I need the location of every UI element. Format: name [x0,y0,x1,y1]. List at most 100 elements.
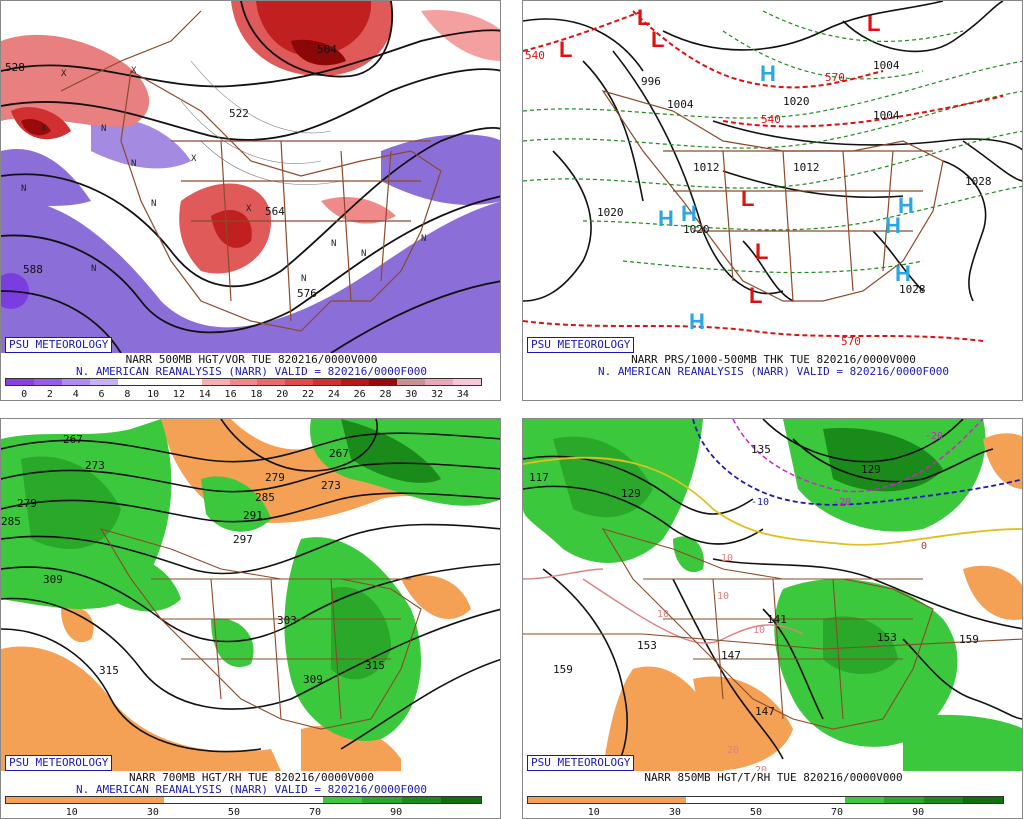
colorbar-swatch [646,797,687,803]
contour-label: 564 [265,205,285,218]
panel-500mb-vorticity: N N N N N N N N N X X X X X 528 588 504 522 564 5… [0,0,501,401]
svg-text:X: X [246,204,252,214]
low-pressure-marker: L [741,186,754,211]
colorbar-tick-label: 12 [172,389,185,400]
colorbar-tick-label: 20 [276,389,289,400]
low-pressure-marker: L [637,5,650,30]
colorbar-swatch [229,379,258,385]
isobar-label: 1012 [793,161,820,174]
thickness-label: 540 [525,49,545,62]
colorbar-swatch [686,797,726,803]
panel-subcaption: N. AMERICAN REANALYSIS (NARR) VALID = 82… [598,365,949,378]
vorticity-colorbar [5,378,482,386]
colorbar-tick-label: 70 [309,807,322,818]
colorbar-tick-label: 90 [912,807,925,818]
contour-label: 273 [85,459,105,472]
colorbar-tick-label: 2 [46,389,53,400]
colorbar-swatch [85,797,125,803]
colorbar-swatch [963,797,1003,803]
colorbar-swatch [283,797,323,803]
contour-label: 147 [721,649,741,662]
rh-colorbar [527,796,1004,804]
contour-label: 279 [265,471,285,484]
high-pressure-marker: H [760,61,776,86]
panel-caption: NARR PRS/1000-500MB THK TUE 820216/0000V… [631,353,916,366]
isobar-label: 1004 [873,109,900,122]
svg-text:X: X [131,66,137,76]
colorbar-tick-label: 26 [353,389,366,400]
high-pressure-marker: H [689,309,705,334]
colorbar-swatch [257,379,286,385]
colorbar-tick-label: 34 [456,389,469,400]
colorbar-tick-label: 14 [198,389,211,400]
contour-label: 153 [637,639,657,652]
panel-caption: NARR 500MB HGT/VOR TUE 820216/0000V000 [125,353,378,366]
colorbar-swatch [313,379,342,385]
colorbar-tick-label: 50 [227,807,240,818]
contour-label: 297 [233,533,253,546]
contour-label: 528 [5,61,25,74]
colorbar-swatch [61,379,90,385]
isobar-label: 1020 [783,95,810,108]
colorbar-swatch [397,379,426,385]
contour-label: 291 [243,509,263,522]
colorbar-tick-label: 22 [302,389,315,400]
colorbar-ticks: 10 30 50 70 90 [527,807,1004,818]
colorbar-tick-label: 10 [147,389,160,400]
svg-text:X: X [191,154,197,164]
svg-text:N: N [331,239,336,249]
temp-label: 20 [755,765,767,771]
colorbar-swatch [884,797,924,803]
colorbar-tick-label: 50 [749,807,762,818]
temp-label: 20 [727,745,739,756]
contour-label: 129 [861,463,881,476]
svg-text:X: X [61,69,67,79]
colorbar-swatch [401,797,442,803]
panel-subcaption: N. AMERICAN REANALYSIS (NARR) VALID = 82… [76,365,427,378]
rh850-map: 135 129 117 129 141 147 153 159 159 153 … [523,419,1022,771]
contour-label: 504 [317,43,337,56]
colorbar-swatch [117,379,146,385]
colorbar-tick-label: 10 [587,807,600,818]
isobar-label: 996 [641,75,661,88]
svg-text:N: N [21,184,26,194]
colorbar-tick-label: 4 [72,389,79,400]
colorbar-swatch [6,797,46,803]
high-pressure-marker: H [658,206,674,231]
svg-text:N: N [301,274,306,284]
colorbar-swatch [607,797,647,803]
isobar-label: 1028 [965,175,992,188]
temp-label: -20 [925,431,943,442]
low-pressure-marker: L [755,239,768,264]
contour-label: 588 [23,263,43,276]
contour-label: 273 [321,479,341,492]
colorbar-tick-label: 30 [405,389,418,400]
colorbar-swatch [124,797,165,803]
colorbar-swatch [341,379,370,385]
contour-label: 522 [229,107,249,120]
colorbar-swatch [243,797,284,803]
colorbar-swatch [6,379,34,385]
contour-label: 303 [277,614,297,627]
svg-text:N: N [361,249,366,259]
thickness-label: 570 [825,71,845,84]
colorbar-swatch [425,379,453,385]
psu-meteorology-badge: PSU METEOROLOGY [527,755,635,771]
contour-label: 285 [255,491,275,504]
isobar-label: 1004 [667,98,694,111]
contour-label: 309 [43,573,63,586]
svg-text:N: N [151,199,156,209]
colorbar-tick-label: 18 [250,389,263,400]
contour-label: 267 [63,433,83,446]
panel-caption: NARR 850MB HGT/T/RH TUE 820216/0000V000 [644,771,903,784]
temp-label: 10 [717,591,729,602]
contour-label: 285 [1,515,21,528]
colorbar-swatch [45,797,86,803]
contour-label: 159 [553,663,573,676]
temp-label: 10 [753,625,765,636]
panel-caption: NARR 700MB HGT/RH TUE 820216/0000V000 [128,771,375,784]
colorbar-tick-label: 90 [390,807,403,818]
contour-label: 147 [755,705,775,718]
temp-label: -20 [833,497,851,508]
colorbar-swatch [33,379,62,385]
